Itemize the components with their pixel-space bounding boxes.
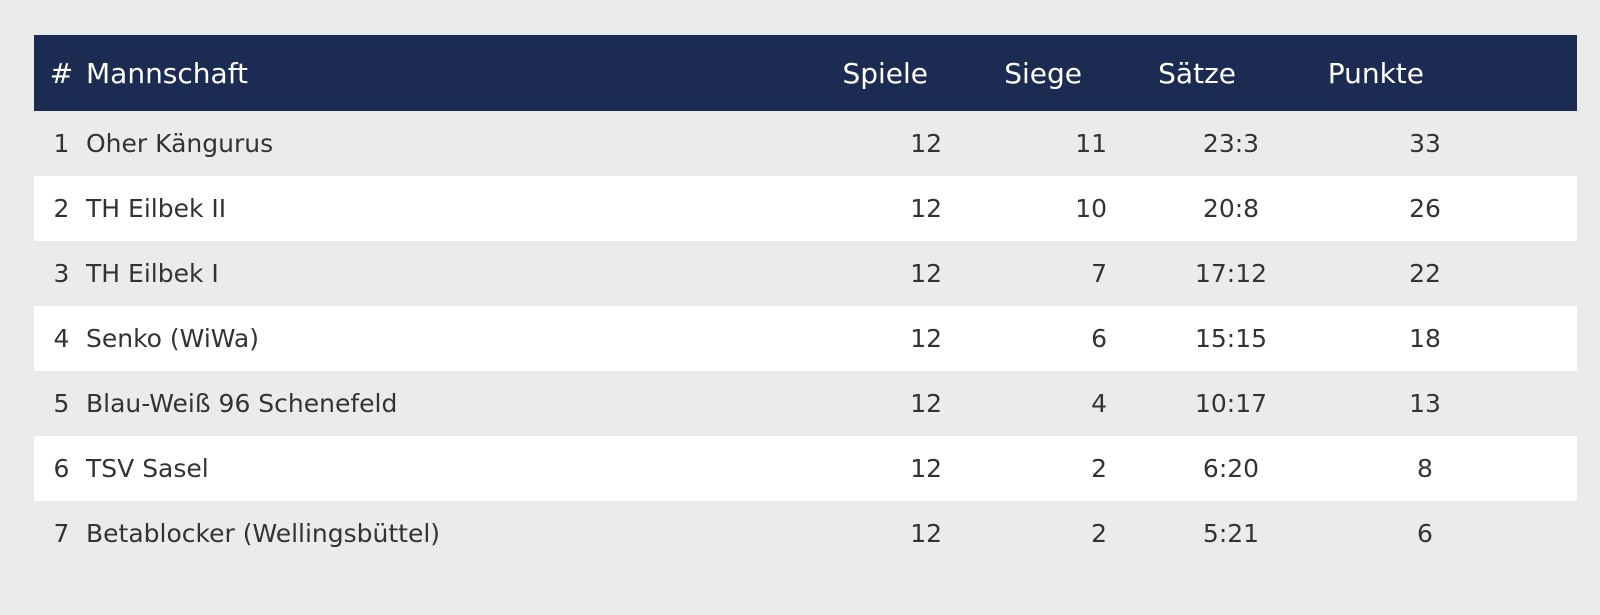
cell-sets: 15:15 [1194,324,1268,353]
cell-team: Blau-Weiß 96 Schenefeld [86,389,398,418]
cell-team: Oher Kängurus [86,129,274,158]
cell-spacer [1512,501,1577,566]
cell-spacer [1512,371,1577,436]
header-wins: Siege [1004,56,1082,90]
cell-games: 12 [910,519,942,548]
cell-points: 22 [1409,259,1441,288]
table-header: # Mannschaft Spiele Siege Sätze Punkte [34,35,1577,111]
cell-sets: 10:17 [1194,389,1268,418]
cell-team: Betablocker (Wellingsbüttel) [86,519,441,548]
cell-rank: 2 [53,194,70,223]
cell-spacer [1512,176,1577,241]
cell-wins: 2 [1091,454,1107,483]
cell-points: 33 [1409,129,1441,158]
cell-games: 12 [910,324,942,353]
standings-table-container: # Mannschaft Spiele Siege Sätze Punkte 1… [34,35,1577,566]
cell-team: TH Eilbek II [86,194,227,223]
cell-games: 12 [910,129,942,158]
header-spacer [1512,35,1577,111]
standings-table: # Mannschaft Spiele Siege Sätze Punkte 1… [34,35,1577,566]
cell-sets: 23:3 [1202,129,1260,158]
table-row: 4 Senko (WiWa) 12 6 15:15 18 [34,306,1577,371]
cell-points: 8 [1417,454,1433,483]
cell-spacer [1512,436,1577,501]
cell-wins: 2 [1091,519,1107,548]
table-row: 6 TSV Sasel 12 2 6:20 8 [34,436,1577,501]
cell-games: 12 [910,454,942,483]
table-body: 1 Oher Kängurus 12 11 23:3 33 2 TH Eilbe… [34,111,1577,566]
cell-games: 12 [910,259,942,288]
cell-rank: 5 [53,389,70,418]
cell-rank: 4 [53,324,70,353]
header-team: Mannschaft [86,56,249,90]
header-points: Punkte [1327,56,1424,90]
cell-team: TSV Sasel [86,454,209,483]
table-row: 7 Betablocker (Wellingsbüttel) 12 2 5:21… [34,501,1577,566]
header-games: Spiele [842,56,928,90]
table-row: 2 TH Eilbek II 12 10 20:8 26 [34,176,1577,241]
cell-rank: 6 [53,454,70,483]
cell-team: TH Eilbek I [86,259,219,288]
header-row: # Mannschaft Spiele Siege Sätze Punkte [34,35,1577,111]
cell-wins: 4 [1091,389,1107,418]
cell-wins: 11 [1075,129,1107,158]
cell-rank: 1 [53,129,70,158]
cell-sets: 6:20 [1202,454,1260,483]
cell-wins: 10 [1075,194,1107,223]
table-row: 3 TH Eilbek I 12 7 17:12 22 [34,241,1577,306]
cell-sets: 5:21 [1202,519,1260,548]
cell-wins: 7 [1091,259,1107,288]
cell-rank: 7 [53,519,70,548]
table-row: 5 Blau-Weiß 96 Schenefeld 12 4 10:17 13 [34,371,1577,436]
cell-points: 13 [1409,389,1441,418]
cell-sets: 17:12 [1194,259,1268,288]
cell-spacer [1512,241,1577,306]
cell-spacer [1512,306,1577,371]
cell-team: Senko (WiWa) [86,324,259,353]
table-row: 1 Oher Kängurus 12 11 23:3 33 [34,111,1577,176]
cell-sets: 20:8 [1202,194,1260,223]
cell-points: 18 [1409,324,1441,353]
header-sets: Sätze [1158,56,1236,90]
cell-rank: 3 [53,259,70,288]
cell-games: 12 [910,389,942,418]
header-rank: # [49,56,74,90]
cell-wins: 6 [1091,324,1107,353]
cell-points: 6 [1417,519,1433,548]
cell-spacer [1512,111,1577,176]
cell-games: 12 [910,194,942,223]
cell-points: 26 [1409,194,1441,223]
